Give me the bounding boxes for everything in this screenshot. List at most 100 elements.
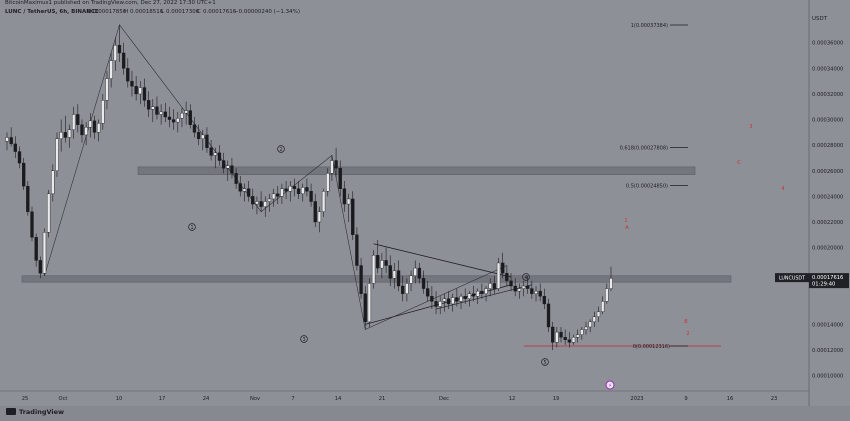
channel-line (435, 284, 532, 310)
candle-body (513, 285, 517, 292)
candle-body (96, 123, 101, 133)
wave-number: 4 (524, 275, 527, 281)
candle (196, 124, 201, 146)
candle (201, 129, 205, 151)
candle (317, 206, 322, 233)
candle-body (259, 201, 263, 207)
candle (517, 283, 522, 299)
candle (226, 160, 230, 182)
wave-circle (541, 358, 549, 366)
tradingview-logo[interactable]: TradingView (6, 408, 64, 416)
candle (134, 76, 138, 101)
candle (434, 291, 438, 315)
candle-body (451, 297, 455, 305)
projected-label-6: 2 (686, 331, 689, 337)
alert-icon[interactable]: ⚡ (605, 380, 615, 390)
candle-body (9, 137, 13, 145)
candle (84, 122, 88, 146)
candle-body (296, 188, 301, 195)
candle-body (342, 188, 347, 205)
time-tick-13: 9 (684, 396, 687, 402)
price-tick-2: 0.00032000 (812, 92, 843, 98)
time-tick-3: 17 (159, 396, 166, 402)
candle (26, 181, 30, 216)
candle-body (109, 60, 113, 79)
candle-body (530, 288, 534, 294)
candle (476, 288, 480, 304)
fib-label-1: 0.618(0.00027808) (620, 146, 668, 152)
candle (396, 260, 401, 292)
candle (342, 181, 347, 212)
candle (151, 99, 155, 123)
candle-body (217, 152, 222, 161)
candle-body (134, 86, 138, 95)
candle (176, 111, 180, 133)
candle (588, 319, 592, 333)
candle (367, 278, 372, 327)
candle (326, 168, 330, 197)
candle (388, 255, 392, 287)
price-tick-4: 0.00028000 (812, 143, 843, 149)
candle-body (442, 298, 447, 302)
candle-body (367, 283, 372, 323)
trend-lines (44, 24, 532, 330)
candle (13, 136, 17, 158)
candle (505, 265, 509, 287)
candle (421, 270, 426, 294)
candle-body (205, 134, 209, 148)
candle-body (330, 160, 334, 174)
candle (213, 147, 217, 169)
candle (546, 298, 551, 333)
candle (463, 288, 467, 304)
candle (596, 306, 601, 322)
candle-body (288, 185, 292, 192)
candle (438, 296, 442, 315)
time-tick-14: 16 (727, 396, 734, 402)
candle-body (159, 111, 163, 115)
candle (371, 250, 376, 289)
candle (309, 183, 313, 207)
candle (509, 273, 513, 292)
candle-body (271, 193, 276, 200)
candle-body (596, 311, 601, 317)
candle-body (301, 187, 305, 195)
candle (334, 147, 338, 178)
candle (442, 293, 447, 312)
candle (609, 266, 613, 292)
wave-circle (522, 273, 530, 281)
candle (288, 181, 292, 202)
candle-body (184, 110, 188, 114)
price-tick-7: 0.00022000 (812, 220, 843, 226)
candles (5, 24, 613, 351)
footer: TradingView (0, 406, 850, 421)
candle-body (34, 237, 38, 261)
candle-body (234, 173, 238, 184)
price-tick-9: 0.00014000 (812, 322, 843, 328)
ohlc-high-label: H (124, 9, 129, 15)
candle (142, 78, 147, 107)
candle (5, 132, 9, 151)
candle (92, 115, 97, 139)
price-badge-value: 0.00017616 (812, 275, 843, 281)
candle (492, 275, 497, 294)
projected-label-5: B (684, 319, 688, 325)
candle-body (421, 278, 426, 289)
candle-body (88, 120, 92, 128)
candle (221, 152, 226, 174)
candle-body (542, 296, 547, 305)
candle-body (92, 120, 97, 133)
candle-body (384, 260, 388, 266)
candle-body (317, 211, 322, 223)
price-tick-10: 0.00012000 (812, 348, 843, 354)
candle (276, 186, 280, 205)
time-axis[interactable]: 25 Oct 10 17 24 Nov 7 14 21 Dec 12 19 2023 9 16 23 (0, 390, 809, 402)
time-tick-11: 19 (553, 396, 560, 402)
candle (126, 58, 130, 88)
candle (521, 280, 526, 297)
wave-number: 5 (543, 360, 546, 366)
time-tick-4: 24 (203, 396, 210, 402)
candle-body (376, 255, 380, 269)
price-axis[interactable]: USDT 0.00036000 0.00034000 0.00032000 0.000… (808, 0, 843, 406)
candle-body (146, 100, 151, 110)
price-chart[interactable]: 1(0.00037384) 0.618(0.00027808) 0.5(0.0002… (0, 0, 850, 406)
